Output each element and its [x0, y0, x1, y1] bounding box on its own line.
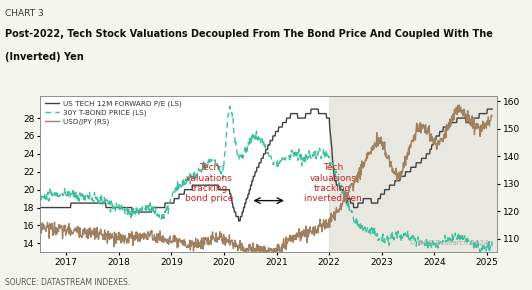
USD/JPY (RS) [221, 242, 228, 245]
Bar [329, 96, 497, 252]
30Y T-BOND PRICE (LS) [247, 144, 254, 147]
US TECH 12M FORWARD P/E (LS) [88, 201, 95, 205]
30Y T-BOND PRICE (LS) [48, 193, 55, 197]
Text: © BCG Research 2024: © BCG Research 2024 [409, 240, 488, 246]
US TECH 12M FORWARD P/E (LS) [308, 107, 314, 111]
USD/JPY (RS) [302, 234, 309, 238]
Line: US TECH 12M FORWARD P/E (LS): US TECH 12M FORWARD P/E (LS) [40, 109, 492, 221]
30Y T-BOND PRICE (LS) [302, 160, 309, 163]
Text: Tech
valuations
tracking
bond price: Tech valuations tracking bond price [185, 163, 234, 204]
US TECH 12M FORWARD P/E (LS) [48, 206, 55, 209]
30Y T-BOND PRICE (LS) [227, 105, 233, 108]
US TECH 12M FORWARD P/E (LS) [236, 219, 242, 223]
Text: CHART 3: CHART 3 [5, 9, 44, 18]
Text: (Inverted) Yen: (Inverted) Yen [5, 52, 84, 62]
US TECH 12M FORWARD P/E (LS) [37, 206, 43, 209]
Line: USD/JPY (RS): USD/JPY (RS) [40, 105, 492, 256]
USD/JPY (RS) [489, 114, 495, 118]
30Y T-BOND PRICE (LS) [489, 244, 495, 248]
USD/JPY (RS) [389, 170, 395, 174]
30Y T-BOND PRICE (LS) [389, 229, 395, 233]
US TECH 12M FORWARD P/E (LS) [247, 184, 254, 187]
USD/JPY (RS) [247, 247, 253, 251]
Legend: US TECH 12M FORWARD P/E (LS), 30Y T-BOND PRICE (LS), USD/JPY (RS): US TECH 12M FORWARD P/E (LS), 30Y T-BOND… [44, 99, 183, 126]
30Y T-BOND PRICE (LS) [221, 153, 228, 157]
US TECH 12M FORWARD P/E (LS) [221, 188, 228, 191]
Line: 30Y T-BOND PRICE (LS): 30Y T-BOND PRICE (LS) [40, 106, 492, 252]
USD/JPY (RS) [456, 103, 462, 107]
30Y T-BOND PRICE (LS) [88, 198, 95, 201]
30Y T-BOND PRICE (LS) [37, 193, 43, 197]
Text: Tech
valuations
tracking
inverted yen: Tech valuations tracking inverted yen [304, 163, 362, 204]
US TECH 12M FORWARD P/E (LS) [389, 184, 396, 187]
USD/JPY (RS) [88, 229, 95, 232]
USD/JPY (RS) [37, 220, 43, 224]
US TECH 12M FORWARD P/E (LS) [489, 107, 495, 111]
Text: Post-2022, Tech Stock Valuations Decoupled From The Bond Price And Coupled With : Post-2022, Tech Stock Valuations Decoupl… [5, 29, 493, 39]
Text: SOURCE: DATASTREAM INDEXES.: SOURCE: DATASTREAM INDEXES. [5, 278, 130, 287]
US TECH 12M FORWARD P/E (LS) [302, 116, 309, 120]
USD/JPY (RS) [48, 227, 55, 231]
USD/JPY (RS) [260, 255, 266, 258]
30Y T-BOND PRICE (LS) [477, 251, 483, 254]
